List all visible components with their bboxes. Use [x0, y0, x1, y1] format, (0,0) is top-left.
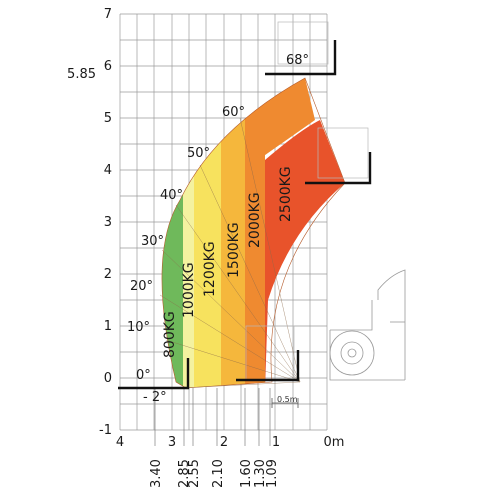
angle-labels: 68° 60° 50° 40° 30° 20° 10° 0° - 2°: [127, 53, 309, 405]
fork-icon-max-reach: [305, 152, 372, 185]
zone-1200kg: [194, 78, 221, 388]
scale-label: 0.5m: [277, 395, 298, 404]
zone-label-2000kg: 2000KG: [247, 192, 263, 248]
distance-label: 2.10: [211, 459, 226, 488]
distance-label: 2.55: [187, 459, 202, 488]
distance-label: 2.85: [177, 459, 192, 488]
y-tick: 7: [104, 7, 112, 22]
angle-label: 30°: [141, 234, 164, 249]
y-tick: 5: [104, 111, 112, 126]
y-tick: 1: [104, 319, 112, 334]
scale-bar: 0.5m: [271, 395, 299, 408]
x-tick: 1: [272, 435, 280, 450]
angle-rays: [159, 117, 301, 389]
distance-leaders: [154, 388, 271, 446]
zone-label-1000kg: 1000KG: [181, 262, 197, 318]
zone-1500kg: [221, 78, 245, 388]
envelope-outline: [161, 77, 346, 389]
zone-1000kg: [183, 78, 194, 388]
zone-2500kg: [265, 120, 345, 388]
fork-icons: [118, 40, 372, 390]
angle-label: 0°: [136, 368, 151, 383]
distance-label: 1.09: [265, 459, 280, 488]
zone-label-2500kg: 2500KG: [278, 166, 294, 222]
y-tick: 0: [104, 371, 112, 386]
distance-label: 1.30: [253, 459, 268, 488]
reference-height-label: 5.85: [67, 67, 96, 82]
load-zone-labels: 800KG 1000KG 1200KG 1500KG 2000KG 2500KG: [162, 166, 294, 358]
y-tick: 2: [104, 267, 112, 282]
angle-label: 40°: [160, 188, 183, 203]
zone-800kg: [161, 78, 183, 388]
zone-label-1500kg: 1500KG: [226, 222, 242, 278]
x-tick: 4: [116, 435, 124, 450]
x-tick: 3: [168, 435, 176, 450]
y-tick: 4: [104, 163, 112, 178]
angle-label: 50°: [187, 146, 210, 161]
angle-label: - 2°: [143, 390, 167, 405]
y-axis-ticks: 7 6 5 4 3 2 1 0 -1: [99, 7, 112, 438]
x-tick: 0m: [324, 435, 345, 450]
angle-label: 20°: [130, 279, 153, 294]
angle-label: 10°: [127, 320, 150, 335]
x-axis-ticks: 4 3 2 1 0m: [116, 435, 345, 450]
angle-label: 60°: [222, 105, 245, 120]
angle-label: 68°: [286, 53, 309, 68]
distance-label: 1.60: [239, 459, 254, 488]
y-tick: 6: [104, 59, 112, 74]
distance-labels: 3.40 2.85 2.55 2.10 1.60 1.30 1.09: [149, 459, 280, 488]
zone-label-800kg: 800KG: [162, 311, 178, 358]
y-tick: 3: [104, 215, 112, 230]
telehandler-outline: [329, 269, 406, 381]
x-tick: 2: [220, 435, 228, 450]
distance-label: 3.40: [149, 459, 164, 488]
zone-label-1200kg: 1200KG: [202, 241, 218, 297]
fork-icon-ground-max: [236, 350, 300, 382]
y-tick: -1: [99, 423, 112, 438]
fork-icon-68: [265, 40, 337, 76]
fork-icon-ground-min: [118, 358, 190, 390]
